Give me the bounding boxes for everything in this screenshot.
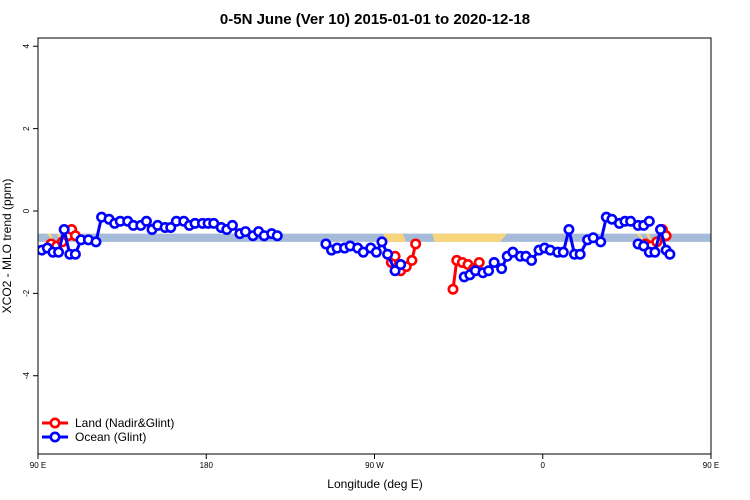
legend: Land (Nadir&Glint)Ocean (Glint)	[42, 416, 174, 444]
y-tick-label: 4	[22, 43, 31, 48]
x-tick-label: 90 W	[365, 461, 384, 470]
x-tick-label: 180	[200, 461, 214, 470]
data-point	[649, 246, 661, 258]
data-point	[226, 219, 238, 231]
reference-band	[38, 233, 711, 242]
data-point	[574, 248, 586, 260]
plot-area	[38, 211, 711, 295]
data-point	[69, 248, 81, 260]
legend-marker	[49, 431, 61, 443]
data-point	[526, 254, 538, 266]
x-tick-label: 0	[541, 461, 546, 470]
chart-title: 0-5N June (Ver 10) 2015-01-01 to 2020-12…	[220, 11, 530, 28]
legend-marker	[49, 417, 61, 429]
x-axis-title: Longitude (deg E)	[327, 477, 422, 491]
data-point	[53, 246, 65, 258]
data-point	[271, 230, 283, 242]
x-tick-label: 90 E	[703, 461, 719, 470]
x-tick-label: 90 E	[30, 461, 46, 470]
data-point	[563, 224, 575, 236]
data-point	[406, 254, 418, 266]
y-axis: 4 2 0 -2 -4	[22, 43, 38, 379]
y-tick-label: 0	[22, 208, 31, 213]
y-tick-label: -2	[22, 289, 31, 297]
data-point	[488, 256, 500, 268]
data-point	[483, 265, 495, 277]
data-point	[655, 224, 667, 236]
data-point	[664, 248, 676, 260]
highlight-region	[432, 233, 508, 242]
data-point	[496, 263, 508, 275]
y-tick-label: 2	[22, 126, 31, 131]
data-point	[382, 248, 394, 260]
data-point	[643, 215, 655, 227]
legend-label: Ocean (Glint)	[75, 430, 146, 444]
legend-item: Ocean (Glint)	[42, 430, 146, 444]
data-point	[447, 283, 459, 295]
data-point	[376, 236, 388, 248]
data-point	[370, 246, 382, 258]
series-1	[38, 211, 676, 283]
data-point	[557, 246, 569, 258]
data-point	[140, 215, 152, 227]
data-point	[473, 256, 485, 268]
data-point	[58, 224, 70, 236]
data-point	[595, 236, 607, 248]
data-point	[410, 238, 422, 250]
legend-item: Land (Nadir&Glint)	[42, 416, 174, 430]
data-point	[395, 259, 407, 271]
legend-label: Land (Nadir&Glint)	[75, 416, 174, 430]
y-axis-title: XCO2 - MLO trend (ppm)	[0, 179, 14, 314]
highlight-region	[393, 233, 407, 242]
y-tick-label: -4	[22, 372, 31, 380]
data-point	[90, 236, 102, 248]
